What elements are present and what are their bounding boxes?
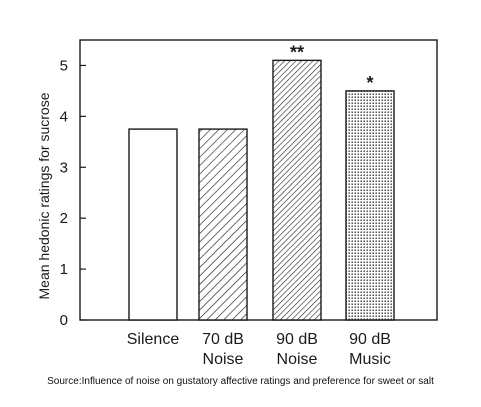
x-category-label: Silence [127,331,180,348]
x-category-label: Noise [203,351,244,368]
bar-1 [128,128,178,321]
y-tick-label: 1 [60,261,68,278]
significance-marker: * [366,73,373,93]
x-category-label: 90 dB [276,331,318,348]
y-tick-label: 3 [60,159,68,176]
x-category-label: Noise [277,351,318,368]
chart-labels: Silence 70 dB Noise ** 90 dB Noise * 90 dB Music [127,42,391,368]
chart-axes: 0 1 2 3 4 5 Mean hedonic ratings for sucrose [36,39,438,329]
x-category-label: 70 dB [202,331,244,348]
plot-frame [79,39,438,321]
y-tick-label: 5 [60,57,68,74]
bar-4 [345,90,395,321]
chart-bars [128,59,395,321]
y-tick-label: 2 [60,210,68,227]
bar-3 [272,59,322,321]
x-category-label: 90 dB [349,331,391,348]
bar-chart: 0 1 2 3 4 5 Mean hedonic ratings for sucrose S… [36,39,438,368]
y-tick-label: 4 [60,108,68,125]
y-axis-label: Mean hedonic ratings for sucrose [36,92,52,299]
bar-2 [198,128,248,321]
x-category-label: Music [349,351,391,368]
source-caption: Source:Influence of noise on gustatory a… [47,376,434,387]
significance-marker: ** [290,42,304,62]
y-tick-label: 0 [60,312,68,329]
